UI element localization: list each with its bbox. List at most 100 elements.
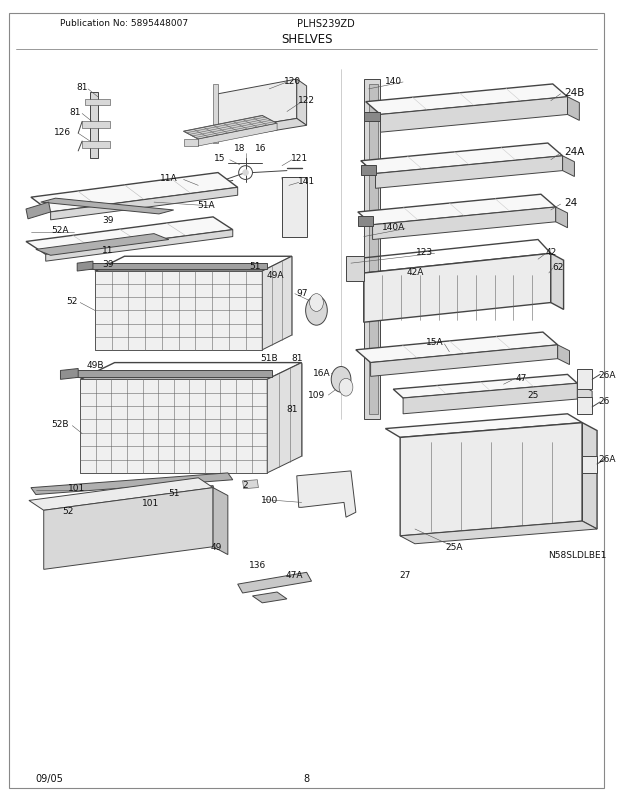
Polygon shape bbox=[26, 217, 232, 255]
Text: 42: 42 bbox=[545, 248, 556, 257]
Polygon shape bbox=[267, 363, 302, 473]
Text: 81: 81 bbox=[76, 83, 88, 92]
Text: 52B: 52B bbox=[51, 419, 69, 428]
Text: PLHS239ZD: PLHS239ZD bbox=[298, 19, 355, 29]
Polygon shape bbox=[381, 98, 567, 133]
Text: 51: 51 bbox=[250, 261, 261, 270]
Ellipse shape bbox=[331, 367, 351, 393]
Polygon shape bbox=[361, 144, 562, 174]
Text: 39: 39 bbox=[102, 259, 113, 269]
Polygon shape bbox=[44, 488, 213, 569]
Text: 52: 52 bbox=[66, 297, 78, 306]
Text: 11A: 11A bbox=[160, 174, 177, 183]
Polygon shape bbox=[184, 116, 277, 140]
Text: 122: 122 bbox=[298, 96, 315, 105]
Text: 24A: 24A bbox=[565, 147, 585, 156]
Polygon shape bbox=[358, 195, 556, 225]
Polygon shape bbox=[237, 573, 311, 593]
Polygon shape bbox=[358, 217, 373, 226]
Polygon shape bbox=[31, 473, 232, 495]
Polygon shape bbox=[218, 80, 297, 132]
Text: 97: 97 bbox=[296, 289, 308, 298]
Polygon shape bbox=[282, 178, 307, 237]
Polygon shape bbox=[184, 486, 215, 496]
Text: 47: 47 bbox=[516, 374, 527, 383]
Polygon shape bbox=[262, 257, 292, 350]
Text: 8: 8 bbox=[304, 773, 309, 783]
Polygon shape bbox=[364, 254, 551, 323]
Text: 140A: 140A bbox=[382, 223, 405, 232]
Text: 51A: 51A bbox=[197, 200, 215, 209]
Ellipse shape bbox=[339, 379, 353, 396]
Polygon shape bbox=[213, 85, 218, 144]
Polygon shape bbox=[95, 272, 262, 350]
Polygon shape bbox=[51, 188, 237, 221]
Polygon shape bbox=[366, 85, 567, 115]
Polygon shape bbox=[551, 254, 564, 310]
Polygon shape bbox=[403, 384, 577, 415]
Polygon shape bbox=[582, 456, 597, 473]
Text: 49B: 49B bbox=[86, 361, 104, 370]
Text: 27: 27 bbox=[399, 570, 411, 579]
Text: 24B: 24B bbox=[565, 87, 585, 98]
Polygon shape bbox=[75, 371, 272, 378]
Text: 15A: 15A bbox=[426, 338, 443, 347]
Text: 120: 120 bbox=[284, 76, 301, 85]
Polygon shape bbox=[36, 234, 169, 256]
Text: 26: 26 bbox=[598, 397, 609, 406]
Text: 100: 100 bbox=[260, 496, 278, 504]
Text: 141: 141 bbox=[298, 176, 315, 186]
Text: 39: 39 bbox=[102, 216, 113, 225]
Text: 123: 123 bbox=[416, 248, 433, 257]
Polygon shape bbox=[82, 122, 110, 129]
Polygon shape bbox=[364, 80, 381, 419]
Polygon shape bbox=[46, 230, 232, 262]
Polygon shape bbox=[31, 173, 237, 213]
Text: N58SLDLBE1: N58SLDLBE1 bbox=[548, 550, 606, 559]
Text: 15: 15 bbox=[215, 154, 226, 163]
Polygon shape bbox=[400, 521, 597, 544]
Polygon shape bbox=[82, 142, 110, 148]
Polygon shape bbox=[400, 423, 582, 537]
Polygon shape bbox=[282, 178, 299, 188]
Text: 81: 81 bbox=[291, 354, 303, 363]
Polygon shape bbox=[582, 423, 597, 529]
Text: 140: 140 bbox=[384, 76, 402, 85]
Text: 52: 52 bbox=[63, 506, 74, 515]
Text: 26A: 26A bbox=[598, 371, 616, 379]
Polygon shape bbox=[78, 262, 93, 272]
Polygon shape bbox=[80, 380, 267, 473]
Text: 62: 62 bbox=[552, 262, 564, 271]
Polygon shape bbox=[61, 369, 78, 380]
Text: 109: 109 bbox=[308, 390, 325, 399]
Polygon shape bbox=[90, 93, 98, 159]
Ellipse shape bbox=[306, 296, 327, 326]
Text: 18: 18 bbox=[234, 144, 246, 153]
Text: 24: 24 bbox=[565, 198, 578, 208]
Polygon shape bbox=[557, 346, 570, 365]
Polygon shape bbox=[393, 375, 577, 399]
Polygon shape bbox=[218, 119, 307, 139]
Polygon shape bbox=[356, 333, 557, 363]
Polygon shape bbox=[577, 370, 592, 390]
Polygon shape bbox=[562, 156, 574, 177]
Text: 101: 101 bbox=[68, 484, 85, 492]
Text: 16: 16 bbox=[255, 144, 266, 153]
Polygon shape bbox=[85, 99, 110, 106]
Polygon shape bbox=[297, 472, 356, 517]
Text: 81: 81 bbox=[286, 405, 298, 414]
Polygon shape bbox=[567, 98, 579, 121]
Polygon shape bbox=[26, 203, 51, 220]
Polygon shape bbox=[41, 199, 174, 215]
Polygon shape bbox=[577, 384, 592, 407]
Text: Publication No: 5895448007: Publication No: 5895448007 bbox=[61, 19, 188, 28]
Polygon shape bbox=[364, 112, 381, 122]
Polygon shape bbox=[252, 592, 287, 603]
Text: 26A: 26A bbox=[598, 454, 616, 463]
Text: 51: 51 bbox=[168, 488, 179, 497]
Polygon shape bbox=[371, 346, 557, 377]
Circle shape bbox=[242, 170, 249, 176]
Text: 136: 136 bbox=[249, 561, 266, 569]
Polygon shape bbox=[577, 398, 592, 415]
Text: 25A: 25A bbox=[446, 542, 463, 552]
